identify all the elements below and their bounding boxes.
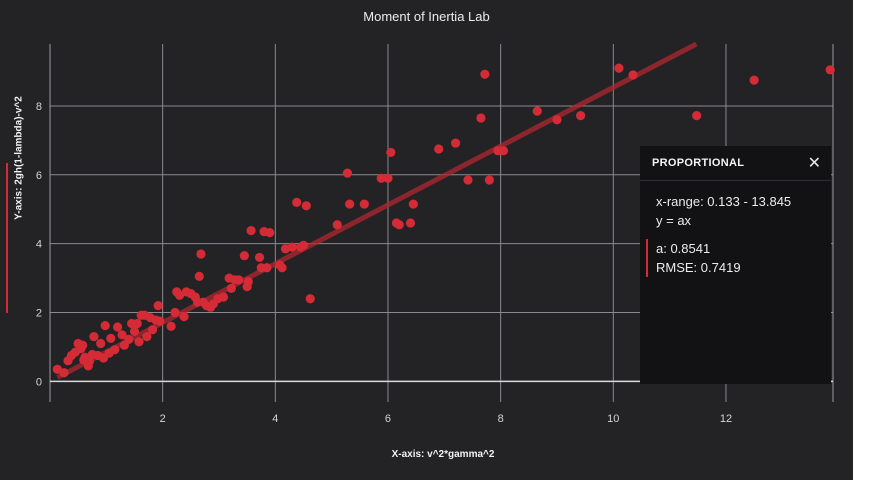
data-point	[155, 316, 165, 326]
x-axis-label: X-axis: v^2*gamma^2	[391, 449, 495, 460]
data-point	[170, 307, 180, 318]
data-point	[552, 115, 562, 125]
x-tick-label: 12	[720, 413, 732, 425]
data-point	[134, 337, 144, 347]
data-point	[262, 263, 272, 273]
data-point	[614, 63, 624, 73]
data-point	[124, 334, 134, 344]
data-point	[59, 368, 69, 378]
fit-rmse: RMSE: 0.7419	[656, 260, 741, 275]
data-point	[110, 345, 120, 355]
data-point	[376, 173, 386, 183]
data-point	[106, 333, 116, 343]
data-point	[345, 199, 355, 209]
data-point	[434, 144, 444, 154]
data-point	[292, 197, 302, 207]
data-point	[476, 113, 486, 123]
data-point	[277, 263, 287, 273]
fit-param-a: a: 0.8541	[656, 241, 711, 256]
y-axis-label-box: Y-axis: 2gh(1-lambda)-v^2	[6, 96, 30, 313]
close-icon[interactable]: ✕	[807, 155, 821, 172]
data-point	[96, 338, 106, 349]
data-point	[218, 292, 229, 302]
chart-title: Moment of Inertia Lab	[363, 9, 490, 24]
fit-x-range: x-range: 0.133 - 13.845	[656, 194, 792, 209]
data-point	[129, 326, 140, 337]
data-points	[52, 63, 835, 378]
y-tick-label: 8	[36, 101, 42, 113]
y-tick-label: 0	[36, 376, 42, 388]
data-point	[153, 301, 163, 311]
data-point	[78, 340, 88, 350]
data-point	[484, 175, 494, 185]
data-point	[480, 69, 490, 79]
data-point	[825, 65, 835, 75]
data-point	[576, 111, 586, 121]
data-point	[132, 318, 142, 329]
data-point	[174, 290, 185, 300]
data-point	[239, 251, 249, 261]
data-point	[243, 276, 253, 287]
x-tick-label: 4	[272, 413, 278, 425]
data-point	[749, 75, 759, 85]
data-point	[147, 325, 158, 335]
data-point	[383, 173, 393, 183]
data-point	[84, 356, 95, 366]
data-point	[196, 249, 206, 259]
data-point	[450, 138, 461, 148]
data-point	[394, 220, 404, 230]
fit-results-panel: PROPORTIONAL ✕ x-range: 0.133 - 13.845 y…	[640, 146, 831, 384]
data-point	[301, 201, 311, 211]
data-point	[179, 312, 189, 322]
data-point	[287, 242, 297, 252]
data-point	[142, 331, 152, 342]
data-point	[265, 228, 275, 238]
tick-labels: 2 4 6 8 10 12 0 2 4 6 8	[36, 101, 732, 425]
data-point	[298, 240, 309, 250]
data-point	[226, 283, 236, 294]
data-point	[498, 146, 509, 156]
data-point	[166, 321, 176, 331]
data-point	[342, 168, 353, 178]
data-point	[692, 111, 702, 121]
fit-parameters: a: 0.8541 RMSE: 0.7419	[646, 239, 831, 277]
x-tick-label: 6	[385, 413, 391, 425]
fit-model: y = ax	[656, 213, 692, 228]
x-tick-label: 10	[607, 413, 619, 425]
data-point	[100, 320, 110, 331]
data-point	[194, 271, 204, 281]
data-point	[628, 70, 638, 80]
x-tick-label: 2	[160, 413, 166, 425]
data-point	[408, 199, 418, 209]
data-point	[234, 275, 244, 285]
data-point	[246, 225, 256, 236]
x-tick-label: 8	[498, 413, 504, 425]
data-point	[305, 294, 315, 304]
data-point	[254, 252, 265, 263]
data-point	[52, 364, 62, 374]
data-point	[332, 220, 342, 230]
data-point	[386, 147, 396, 158]
y-tick-label: 6	[36, 170, 42, 182]
data-point	[463, 175, 473, 185]
fit-panel-title: PROPORTIONAL	[652, 157, 745, 169]
data-point	[532, 106, 542, 116]
data-point	[359, 199, 369, 209]
y-axis-label: Y-axis: 2gh(1-lambda)-v^2	[13, 96, 25, 220]
data-point	[112, 322, 123, 332]
data-point	[89, 331, 99, 342]
y-tick-label: 4	[36, 239, 42, 251]
data-point	[405, 218, 416, 228]
fit-panel-header: PROPORTIONAL ✕	[640, 146, 831, 181]
data-point	[117, 330, 127, 340]
y-tick-label: 2	[36, 308, 42, 320]
